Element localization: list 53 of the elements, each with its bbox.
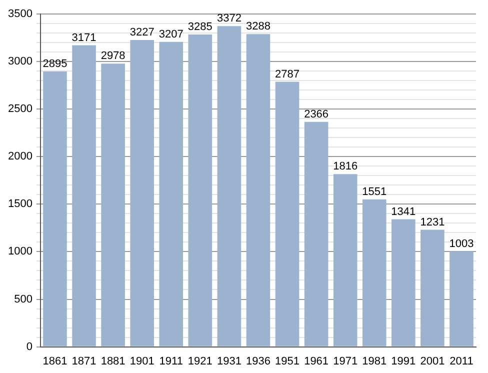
x-tick-label: 2001 xyxy=(420,355,445,368)
x-tick-label: 1921 xyxy=(188,355,212,368)
bar xyxy=(420,230,444,346)
data-label: 3227 xyxy=(130,26,154,38)
x-tick-label: 1981 xyxy=(362,355,387,368)
y-tick-label: 2000 xyxy=(8,150,32,163)
bar xyxy=(450,251,474,346)
x-tick-label: 1901 xyxy=(130,355,154,368)
data-label: 1003 xyxy=(449,238,474,250)
data-label: 3207 xyxy=(158,28,184,40)
data-label: 3372 xyxy=(216,12,242,25)
data-label: 1231 xyxy=(420,216,445,228)
x-tick-label: 1961 xyxy=(304,355,329,368)
bar xyxy=(275,82,300,346)
x-tick-label: 1911 xyxy=(159,355,183,368)
y-tick-label: 1500 xyxy=(8,198,32,210)
y-tick-label: 500 xyxy=(14,293,32,306)
x-tick-label: 1931 xyxy=(216,355,242,368)
data-label: 2366 xyxy=(304,108,329,120)
bar xyxy=(159,42,184,346)
y-tick-label: 2500 xyxy=(8,103,32,116)
data-label: 1551 xyxy=(362,186,387,198)
bar xyxy=(188,34,212,346)
x-tick-label: 1871 xyxy=(72,355,96,368)
data-label: 3285 xyxy=(188,20,212,33)
data-label: 1341 xyxy=(391,206,416,218)
y-tick-label: 0 xyxy=(26,340,32,353)
data-label: 2978 xyxy=(100,50,126,62)
x-tick-label: 1936 xyxy=(246,355,270,368)
bar xyxy=(304,122,328,346)
bar xyxy=(333,174,358,346)
x-tick-label: 1881 xyxy=(100,355,126,368)
y-tick-label: 3500 xyxy=(8,8,32,20)
data-label: 3288 xyxy=(246,20,270,33)
x-tick-label: 1971 xyxy=(333,355,358,368)
x-tick-label: 1951 xyxy=(275,355,300,368)
data-label: 2787 xyxy=(275,68,300,80)
bar xyxy=(130,40,154,346)
bar xyxy=(246,34,270,346)
y-tick-label: 3000 xyxy=(8,56,32,68)
x-tick-label: 1991 xyxy=(391,355,416,368)
y-tick-label: 1000 xyxy=(8,246,32,258)
bar xyxy=(101,64,125,346)
data-label: 2895 xyxy=(42,58,68,70)
bar xyxy=(72,45,96,346)
bar xyxy=(43,72,67,346)
data-label: 1816 xyxy=(333,160,358,173)
bar xyxy=(217,26,242,346)
bar xyxy=(392,219,416,346)
x-tick-label: 1861 xyxy=(42,355,68,368)
bar xyxy=(362,199,386,346)
data-label: 3171 xyxy=(72,32,96,44)
x-tick-label: 2011 xyxy=(450,355,474,368)
